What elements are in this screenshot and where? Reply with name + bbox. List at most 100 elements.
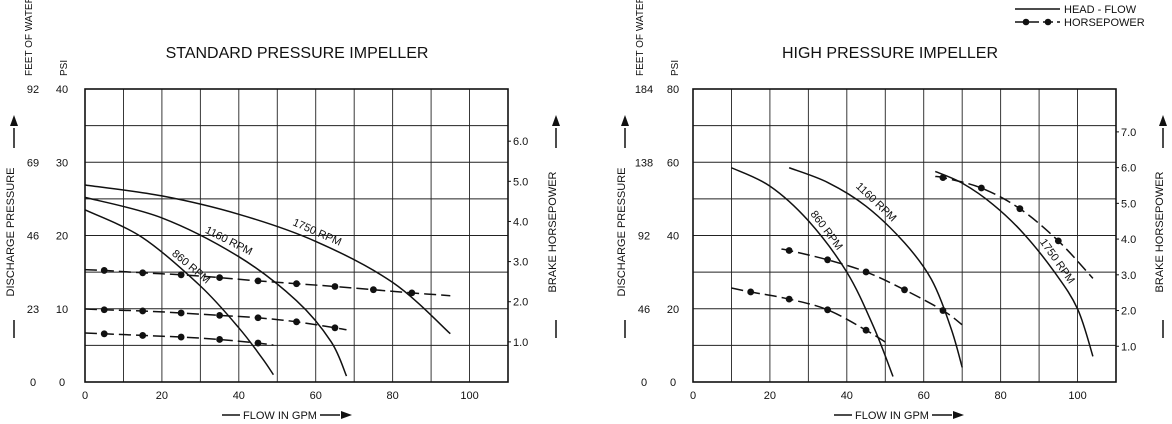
psi-tick-label: 0 [59, 377, 65, 389]
rpm-label: 860 RPM [169, 248, 212, 287]
x-tick-label: 20 [156, 390, 168, 402]
x-tick-label: 0 [690, 390, 696, 402]
head-flow-curve [84, 209, 275, 376]
plot-frame [84, 88, 509, 383]
psi-tick-label: 0 [670, 377, 676, 389]
horsepower-marker [139, 307, 147, 315]
hp-tick-label: 5.0 [1121, 198, 1136, 210]
horsepower-marker [978, 184, 985, 192]
hp-tick-label: 3.0 [513, 257, 528, 269]
horsepower-marker [100, 306, 108, 314]
horsepower-marker [370, 286, 377, 294]
horsepower-marker [139, 269, 147, 277]
arrow-head [953, 411, 964, 419]
rpm-label: 1750 RPM [291, 217, 343, 249]
feet-tick-label: 92 [27, 84, 39, 96]
hp-tick-label: 7.0 [1121, 127, 1136, 139]
chart-high: HIGH PRESSURE IMPELLER FEET OF WATER PSI… [616, 0, 1166, 422]
x-tick-label: 80 [387, 390, 399, 402]
horsepower-marker [216, 274, 223, 282]
x-tick-label: 40 [841, 390, 853, 402]
horsepower-marker [177, 309, 185, 317]
psi-tick-label: 20 [667, 304, 679, 316]
horsepower-marker [901, 286, 908, 294]
feet-tick-label: 46 [638, 304, 650, 316]
hp-tick-label: 3.0 [1121, 270, 1136, 282]
hp-tick-label: 4.0 [1121, 234, 1136, 246]
x-tick-label: 20 [764, 390, 776, 402]
flow-axis-label: FLOW IN GPM [243, 410, 317, 422]
hp-tick-label: 6.0 [1121, 163, 1136, 175]
arrow-head [1159, 115, 1167, 126]
hp-tick-label: 2.0 [513, 297, 528, 309]
chart-plot: 0 20 40 60 80 100 0 20 40 60 80 0 46 92 138 184 1.0 2.0 3.… [621, 84, 1167, 419]
horsepower-marker [939, 174, 947, 182]
horsepower-marker [1016, 205, 1024, 213]
psi-tick-label: 60 [667, 157, 679, 169]
head-flow-curve [84, 196, 348, 377]
psi-axis-title: PSI [670, 60, 681, 76]
hp-tick-label: 6.0 [513, 136, 528, 148]
horsepower-curve [935, 175, 1094, 279]
x-tick-label: 60 [918, 390, 930, 402]
feet-tick-label: 0 [30, 377, 36, 389]
x-tick-label: 100 [1068, 390, 1086, 402]
feet-tick-label: 23 [27, 304, 39, 316]
legend-horsepower-label: HORSEPOWER [1064, 17, 1145, 29]
horsepower-curve [731, 287, 890, 346]
feet-tick-label: 46 [27, 231, 39, 243]
feet-tick-label: 138 [635, 157, 653, 169]
feet-of-water-axis-title: FEET OF WATER [24, 0, 35, 76]
x-tick-label: 100 [460, 390, 478, 402]
head-flow-curve [84, 184, 451, 335]
feet-tick-label: 92 [638, 231, 650, 243]
psi-tick-label: 80 [667, 84, 679, 96]
horsepower-marker [177, 333, 185, 341]
horsepower-marker [216, 311, 223, 319]
plot-frame [692, 88, 1117, 383]
horsepower-marker [254, 339, 262, 347]
feet-tick-label: 0 [641, 377, 647, 389]
chart-title: HIGH PRESSURE IMPELLER [782, 45, 998, 62]
arrow-head [621, 115, 629, 126]
arrow-head [10, 115, 18, 126]
horsepower-marker [254, 277, 262, 285]
chart-plot: 0 20 40 60 80 100 0 10 20 30 40 0 23 46 69 92 1.0 2.0 3.0 4… [10, 84, 560, 419]
horsepower-marker [331, 283, 339, 290]
horsepower-marker [824, 256, 831, 264]
discharge-pressure-label: DISCHARGE PRESSURE [5, 168, 17, 297]
psi-tick-label: 40 [667, 231, 679, 243]
horsepower-marker [862, 268, 870, 276]
chart-title: STANDARD PRESSURE IMPELLER [166, 45, 429, 62]
arrow-head [341, 411, 352, 419]
legend-head-flow-label: HEAD - FLOW [1064, 4, 1137, 16]
flow-axis-label: FLOW IN GPM [855, 410, 929, 422]
x-tick-label: 40 [233, 390, 245, 402]
feet-of-water-axis-title: FEET OF WATER [635, 0, 646, 76]
brake-horsepower-label: BRAKE HORSEPOWER [547, 171, 559, 292]
horsepower-curve [84, 308, 347, 331]
brake-horsepower-label: BRAKE HORSEPOWER [1154, 171, 1166, 292]
horsepower-marker [100, 267, 108, 274]
horsepower-marker [293, 280, 300, 288]
horsepower-marker [139, 332, 147, 339]
psi-tick-label: 20 [56, 231, 68, 243]
head-flow-curve [788, 167, 963, 368]
legend-horsepower-marker [1022, 18, 1030, 26]
horsepower-marker [216, 336, 223, 343]
horsepower-marker [862, 326, 870, 334]
x-tick-label: 80 [995, 390, 1007, 402]
arrow-head [552, 115, 560, 126]
x-tick-label: 0 [82, 390, 88, 402]
hp-tick-label: 4.0 [513, 216, 528, 228]
rpm-label: 860 RPM [808, 209, 845, 253]
legend-horsepower-marker [1044, 18, 1052, 26]
horsepower-marker [408, 289, 416, 297]
horsepower-marker [100, 330, 108, 338]
feet-tick-label: 184 [635, 84, 653, 96]
hp-tick-label: 2.0 [1121, 306, 1136, 318]
horsepower-marker [254, 314, 262, 322]
hp-tick-label: 1.0 [513, 337, 528, 349]
legend: HEAD - FLOW HORSEPOWER [1015, 4, 1145, 29]
hp-tick-label: 1.0 [1121, 341, 1136, 353]
